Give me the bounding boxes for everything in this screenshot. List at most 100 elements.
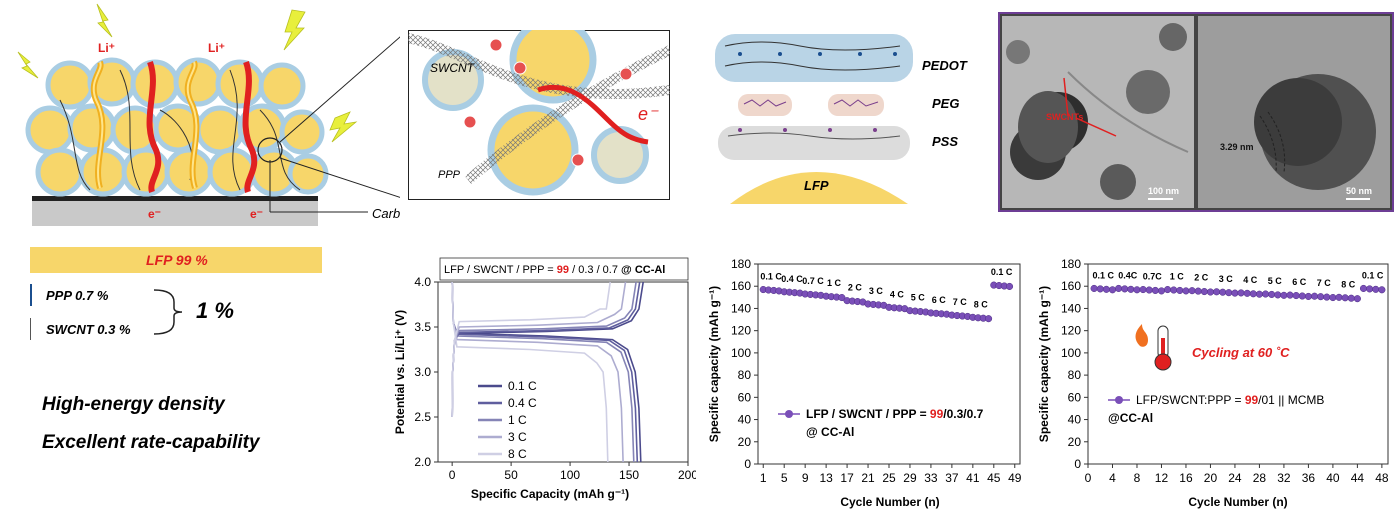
chart2-legend-b: 99 <box>930 407 944 421</box>
rate-label: 6 C <box>1292 277 1307 287</box>
data-point <box>1005 282 1014 290</box>
rate-label: 0.1 C <box>1093 270 1115 280</box>
legend-entry: 1 C <box>508 413 527 427</box>
x-tick-label: 0 <box>1085 471 1092 485</box>
ppp-percent: PPP 0.7 % <box>46 288 109 303</box>
data-point <box>1237 289 1245 297</box>
x-tick-label: 12 <box>1155 471 1169 485</box>
rate-label: 6 C <box>932 295 947 305</box>
chart3-legend-d: @CC-Al <box>1108 411 1153 425</box>
x-tick-label: 1 <box>760 471 767 485</box>
y-tick-label: 2.0 <box>414 455 431 469</box>
y-tick-label: 20 <box>738 435 752 449</box>
li-ion-label: Li⁺ <box>208 41 225 55</box>
y-tick-label: 140 <box>731 301 751 315</box>
y-tick-label: 160 <box>731 279 751 293</box>
rate-label: 1 C <box>1170 272 1185 282</box>
data-point <box>1255 290 1263 298</box>
data-point <box>1286 291 1294 299</box>
chart2-legend-c: /0.3/0.7 <box>943 407 983 421</box>
y-tick-label: 3.5 <box>414 320 431 334</box>
data-point <box>1108 286 1117 294</box>
y-tick-label: 60 <box>738 390 752 404</box>
y-tick-label: 80 <box>1068 368 1082 382</box>
li-ion-label: Li⁺ <box>98 41 115 55</box>
data-point <box>1200 288 1208 296</box>
x-tick-label: 50 <box>504 468 518 482</box>
discharge-curve-0.4C <box>451 281 639 463</box>
swcnt-percent: SWCNT 0.3 % <box>46 322 131 337</box>
data-point <box>1096 285 1104 293</box>
thermometer-icon <box>1154 325 1172 371</box>
y-tick-label: 120 <box>1061 324 1081 338</box>
data-point <box>1182 287 1190 295</box>
tem-images: SWCNTs 100 nm 3.29 nm 50 nm <box>998 12 1394 212</box>
electron-label: e⁻ <box>250 207 263 221</box>
x-tick-label: 17 <box>840 471 854 485</box>
electron-label: e⁻ <box>148 207 161 221</box>
rate-label: 0.7 C <box>802 276 824 286</box>
data-point <box>1292 292 1300 300</box>
claim-energy-density: High-energy density <box>42 394 225 415</box>
rate-label: 0.1 C <box>1362 270 1384 280</box>
x-tick-label: 0 <box>449 468 456 482</box>
pedot-label: PEDOT <box>922 58 968 73</box>
x-tick-label: 100 <box>560 468 580 482</box>
x-tick-label: 20 <box>1204 471 1218 485</box>
rate-label: 0.4C <box>1118 270 1138 280</box>
data-point <box>1329 294 1337 302</box>
y-tick-label: 140 <box>1061 301 1081 315</box>
lightning-icon <box>329 111 358 143</box>
lightning-icon <box>96 3 113 38</box>
legend-entry: 0.1 C <box>508 379 537 393</box>
current-collector <box>32 200 318 226</box>
swcnt-marker <box>30 318 31 340</box>
polymer-structure: PEDOT PEG PSS LFP <box>715 34 968 204</box>
tem-arrow-label: SWCNTs <box>1046 112 1083 122</box>
data-point <box>838 294 846 302</box>
chart1-ylabel: Potential vs. Li/Li⁺ (V) <box>393 310 407 434</box>
x-tick-label: 200 <box>678 468 696 482</box>
rate-label: 0.1 C <box>760 272 782 282</box>
data-point <box>1298 292 1306 300</box>
y-tick-label: 0 <box>1074 457 1081 471</box>
x-tick-label: 33 <box>924 471 938 485</box>
chart1-title-a: LFP / SWCNT / PPP = <box>444 264 557 276</box>
chart3-legend-a: LFP/SWCNT:PPP = <box>1136 393 1245 407</box>
x-tick-label: 16 <box>1179 471 1193 485</box>
data-point <box>1188 287 1196 295</box>
chart1-xlabel: Specific Capacity (mAh g⁻¹) <box>471 487 629 501</box>
discharge-curve-0.1C <box>451 281 642 463</box>
x-tick-label: 24 <box>1228 471 1242 485</box>
rate-label: 3 C <box>869 286 884 296</box>
rate-label: 2 C <box>848 283 863 293</box>
rate-label: 7 C <box>953 297 968 307</box>
data-point <box>1090 284 1098 292</box>
legend-entry: 0.4 C <box>508 396 537 410</box>
chart1-title-c: / 0.3 / 0.7 <box>569 264 621 276</box>
y-tick-label: 40 <box>738 413 752 427</box>
charge-curve-0.4C <box>451 281 641 418</box>
chart2-legend: LFP / SWCNT / PPP = 99/0.3/0.7 @ CC-Al <box>778 407 984 439</box>
x-tick-label: 48 <box>1375 471 1389 485</box>
y-tick-label: 20 <box>1068 435 1082 449</box>
x-tick-label: 8 <box>1134 471 1141 485</box>
y-tick-label: 100 <box>731 346 751 360</box>
data-point <box>1219 288 1227 296</box>
discharge-curve-8C <box>451 281 609 463</box>
y-tick-label: 60 <box>1068 390 1082 404</box>
data-point <box>1213 288 1221 296</box>
rate-label: 5 C <box>1268 276 1283 286</box>
svg-text:LFP / SWCNT / PPP = 99 / 0.3 /: LFP / SWCNT / PPP = 99 / 0.3 / 0.7 @ CC-… <box>444 264 665 276</box>
x-tick-label: 44 <box>1351 471 1365 485</box>
carbon-coating-label: Carbon-coating layer <box>372 206 400 221</box>
y-tick-label: 80 <box>738 368 752 382</box>
x-tick-label: 40 <box>1326 471 1340 485</box>
lfp-particles <box>25 57 329 197</box>
lightning-icon <box>283 9 306 51</box>
rate-label: 0.4 C <box>781 274 803 284</box>
lightning-icon <box>17 51 39 79</box>
y-tick-label: 2.5 <box>414 410 431 424</box>
y-tick-label: 100 <box>1061 346 1081 360</box>
data-point <box>1359 284 1368 292</box>
